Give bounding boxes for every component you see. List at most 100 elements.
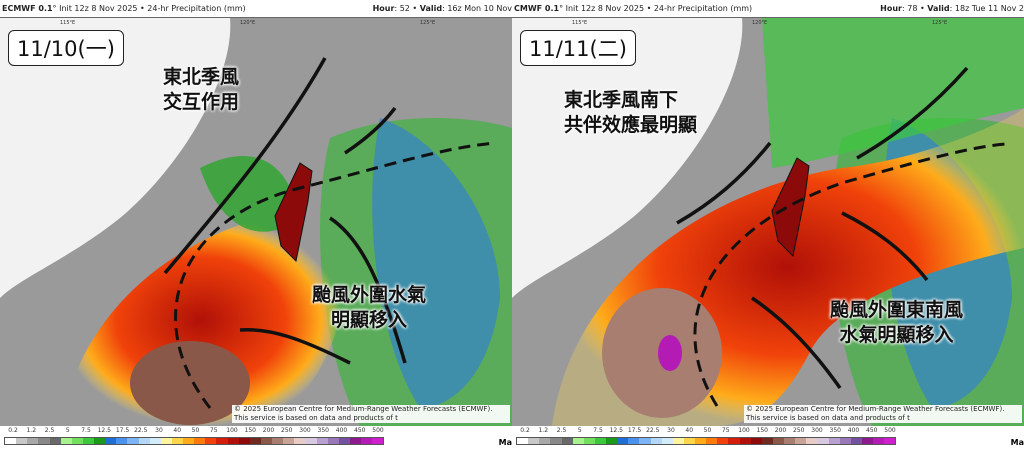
legend-tick: 250	[281, 427, 293, 434]
legend-tick: 2.5	[556, 427, 567, 434]
legend-ticks: 0.2 1.2 2.5 5 7.5 12.5 17.5 22.5 30 40 50 75 100 150 2…	[8, 427, 388, 437]
legend-swatch	[650, 438, 662, 444]
legend-swatch	[539, 438, 551, 444]
monsoon-note: 東北季風 交互作用	[163, 66, 240, 113]
max-label: Ma	[498, 438, 512, 447]
moisture-arrow	[751, 296, 842, 390]
legend-swatch	[795, 438, 807, 444]
copyright: © 2025 European Centre for Medium-Range …	[744, 405, 1022, 423]
lon-label: 125°E	[420, 20, 436, 26]
legend-tick: 350	[829, 427, 841, 434]
legend-swatch	[517, 438, 529, 444]
legend-bar	[4, 437, 384, 445]
moisture-arrow	[841, 211, 929, 282]
map-header: ECMWF 0.1° Init 12z 8 Nov 2025 • 24-hr P…	[0, 0, 512, 18]
legend-swatch	[661, 438, 673, 444]
legend-swatch	[873, 438, 885, 444]
legend-swatch	[338, 438, 350, 444]
legend-swatch	[316, 438, 328, 444]
legend-swatch	[205, 438, 217, 444]
legend-swatch	[717, 438, 729, 444]
convergence-line	[174, 141, 496, 409]
legend-tick: 12.5	[609, 427, 623, 434]
legend-swatch	[294, 438, 306, 444]
legend-tick: 7.5	[81, 427, 91, 434]
legend-swatch	[82, 438, 94, 444]
legend-tick: 250	[793, 427, 805, 434]
legend-swatch	[828, 438, 840, 444]
legend-tick: 1.2	[26, 427, 37, 434]
valid-info: Hour: 52 • Valid: 16z Mon 10 Nov	[372, 4, 512, 13]
color-legend: 0.2 1.2 2.5 5 7.5 12.5 17.5 22.5 30 40 50 75 100 150 2…	[512, 426, 1024, 454]
legend-swatch	[861, 438, 873, 444]
legend-tick: 450	[354, 427, 366, 434]
china-land	[512, 18, 743, 298]
legend-tick: 7.5	[593, 427, 603, 434]
legend-tick: 40	[173, 427, 182, 434]
legend-swatch	[772, 438, 784, 444]
lon-label: 125°E	[932, 20, 948, 26]
precipitation-map	[512, 18, 1024, 426]
legend-tick: 150	[756, 427, 768, 434]
legend-swatch	[349, 438, 361, 444]
legend-tick: 5	[65, 427, 70, 434]
typhoon-moisture-note: 颱風外圍水氣 明顯移入	[312, 284, 427, 331]
legend-swatch	[71, 438, 83, 444]
legend-swatch	[227, 438, 239, 444]
legend-swatch	[550, 438, 562, 444]
legend-swatch	[194, 438, 206, 444]
legend-swatch	[305, 438, 317, 444]
legend-swatch	[283, 438, 295, 444]
convergence-line	[693, 142, 1008, 407]
china-land	[0, 18, 231, 298]
legend-swatch	[850, 438, 862, 444]
legend-swatch	[761, 438, 773, 444]
degree-unit: °	[559, 4, 564, 13]
legend-swatch	[561, 438, 573, 444]
legend-swatch	[249, 438, 261, 444]
legend-tick: 0.2	[8, 427, 18, 434]
legend-ticks: 0.2 1.2 2.5 5 7.5 12.5 17.5 22.5 30 40 50 75 100 150 2…	[520, 427, 900, 437]
typhoon-core-rain	[130, 341, 250, 425]
init-info: Init 12z 8 Nov 2025 • 24-hr Precipitatio…	[565, 4, 753, 13]
max-label: Ma	[1010, 438, 1024, 447]
legend-swatch	[594, 438, 606, 444]
legend-swatch	[884, 438, 896, 444]
legend-swatch	[583, 438, 595, 444]
legend-swatch	[105, 438, 117, 444]
legend-tick: 5	[577, 427, 582, 434]
legend-swatch	[49, 438, 61, 444]
legend-tick: 450	[866, 427, 878, 434]
legend-swatch	[38, 438, 50, 444]
map-header: CMWF 0.1° Init 12z 8 Nov 2025 • 24-hr Pr…	[512, 0, 1024, 18]
valid-info: Hour: 78 • Valid: 18z Tue 11 Nov 2	[880, 4, 1024, 13]
legend-swatch	[683, 438, 695, 444]
lon-label: 120°E	[240, 20, 256, 26]
legend-swatch	[528, 438, 540, 444]
legend-tick: 400	[847, 427, 860, 434]
legend-swatch	[183, 438, 195, 444]
taiwan-outline	[771, 157, 810, 258]
legend-swatch	[138, 438, 150, 444]
legend-swatch	[361, 438, 373, 444]
legend-swatch	[149, 438, 161, 444]
legend-swatch	[116, 438, 128, 444]
legend-swatch	[639, 438, 651, 444]
legend-swatch	[272, 438, 284, 444]
legend-swatch	[27, 438, 39, 444]
legend-swatch	[372, 438, 384, 444]
legend-tick: 40	[685, 427, 694, 434]
legend-tick: 500	[372, 427, 384, 434]
monsoon-arrow	[856, 66, 969, 160]
monsoon-arrow	[676, 141, 772, 225]
panel-nov11: CMWF 0.1° Init 12z 8 Nov 2025 • 24-hr Pr…	[512, 0, 1024, 454]
legend-tick: 2.5	[44, 427, 55, 434]
legend-swatch	[216, 438, 228, 444]
legend-swatch	[806, 438, 818, 444]
model-name: CMWF 0.1	[514, 4, 560, 13]
legend-swatch	[695, 438, 707, 444]
legend-swatch	[5, 438, 17, 444]
legend-swatch	[238, 438, 250, 444]
heavy-rain-area	[60, 214, 342, 426]
legend-tick: 17.5	[115, 427, 130, 434]
